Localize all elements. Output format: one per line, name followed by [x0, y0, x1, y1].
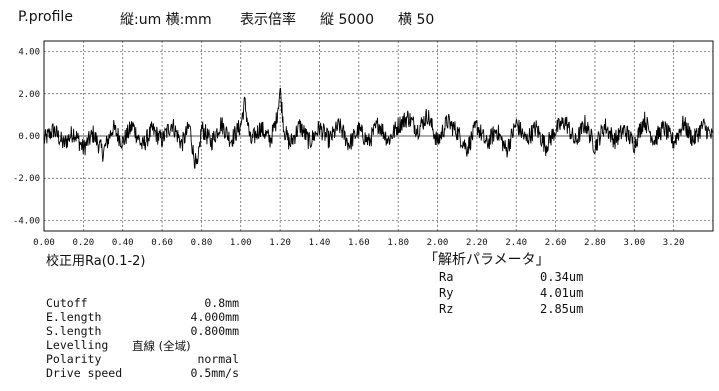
- chart-tick-labels: 4.00 2.00 0.00 -2.00 -4.00 0.00 0.20 0.40 0.60 0.…: [13, 48, 685, 248]
- setting-label: E.length: [46, 310, 102, 324]
- y-tick-label: 4.00: [18, 48, 40, 58]
- setting-row: S.length 0.800mm: [46, 324, 246, 338]
- setting-row: Cutoff 0.8mm: [46, 296, 246, 310]
- y-tick-label: 2.00: [18, 90, 40, 100]
- plot-frame: [43, 40, 714, 232]
- profile-chart: 4.00 2.00 0.00 -2.00 -4.00 0.00 0.20 0.40 0.60 0.…: [13, 40, 714, 248]
- param-row: Ry 4.01um: [439, 286, 629, 300]
- magnification-label: 表示倍率: [240, 12, 296, 28]
- profile-title: P.profile: [18, 9, 73, 25]
- chart-series: [43, 87, 714, 169]
- y-tick-label: -2.00: [13, 174, 40, 184]
- horizontal-magnification: 横 50: [398, 12, 435, 28]
- units-label: 縦:um 横:mm: [120, 12, 212, 28]
- setting-row: Levelling 直線 (全域): [46, 338, 246, 353]
- param-label: Ra: [439, 270, 454, 284]
- setting-value: 直線 (全域): [132, 339, 191, 353]
- param-label: Ry: [439, 286, 454, 300]
- x-tick-label: 0.40: [112, 238, 134, 248]
- x-tick-label: 2.60: [545, 238, 567, 248]
- y-tick-label: -4.00: [13, 216, 40, 226]
- param-label: Rz: [439, 302, 454, 316]
- setting-label: Drive speed: [46, 366, 123, 380]
- calibration-subtitle: 校正用Ra(0.1-2): [46, 254, 146, 269]
- chart-grid: [44, 41, 713, 231]
- x-tick-label: 3.00: [623, 238, 645, 248]
- x-tick-label: 0.80: [191, 238, 213, 248]
- x-tick-label: 2.00: [427, 238, 449, 248]
- setting-label: Polarity: [46, 352, 102, 366]
- x-tick-label: 0.20: [73, 238, 95, 248]
- x-tick-label: 2.20: [466, 238, 488, 248]
- param-row: Ra 0.34um: [439, 270, 629, 284]
- profile-trace: [43, 87, 714, 169]
- param-value: 4.01um: [540, 286, 584, 300]
- setting-label: Levelling: [46, 338, 109, 352]
- setting-value: 4.000mm: [190, 310, 239, 324]
- setting-label: Cutoff: [46, 296, 88, 310]
- x-tick-label: 1.40: [309, 238, 331, 248]
- setting-value: 0.5mm/s: [190, 366, 239, 380]
- param-value: 2.85um: [540, 302, 584, 316]
- setting-row: E.length 4.000mm: [46, 310, 246, 324]
- analysis-title: 「解析パラメータ」: [424, 252, 550, 268]
- setting-value: 0.800mm: [190, 324, 239, 338]
- x-tick-label: 1.20: [269, 238, 291, 248]
- x-tick-label: 1.60: [348, 238, 370, 248]
- y-tick-label: 0.00: [18, 132, 40, 142]
- setting-value: 0.8mm: [204, 296, 239, 310]
- x-tick-label: 1.80: [387, 238, 409, 248]
- x-tick-label: 2.40: [505, 238, 527, 248]
- x-tick-label: 0.00: [33, 238, 55, 248]
- vertical-magnification: 縦 5000: [320, 12, 375, 28]
- setting-value: normal: [197, 352, 239, 366]
- setting-label: S.length: [46, 324, 102, 338]
- x-tick-label: 1.00: [230, 238, 252, 248]
- chart-axes: [43, 40, 714, 232]
- param-value: 0.34um: [540, 270, 584, 284]
- param-row: Rz 2.85um: [439, 302, 629, 316]
- setting-row: Drive speed 0.5mm/s: [46, 366, 246, 380]
- setting-row: Polarity normal: [46, 352, 246, 366]
- x-tick-label: 3.20: [663, 238, 685, 248]
- x-tick-label: 0.60: [151, 238, 173, 248]
- x-tick-label: 2.80: [584, 238, 606, 248]
